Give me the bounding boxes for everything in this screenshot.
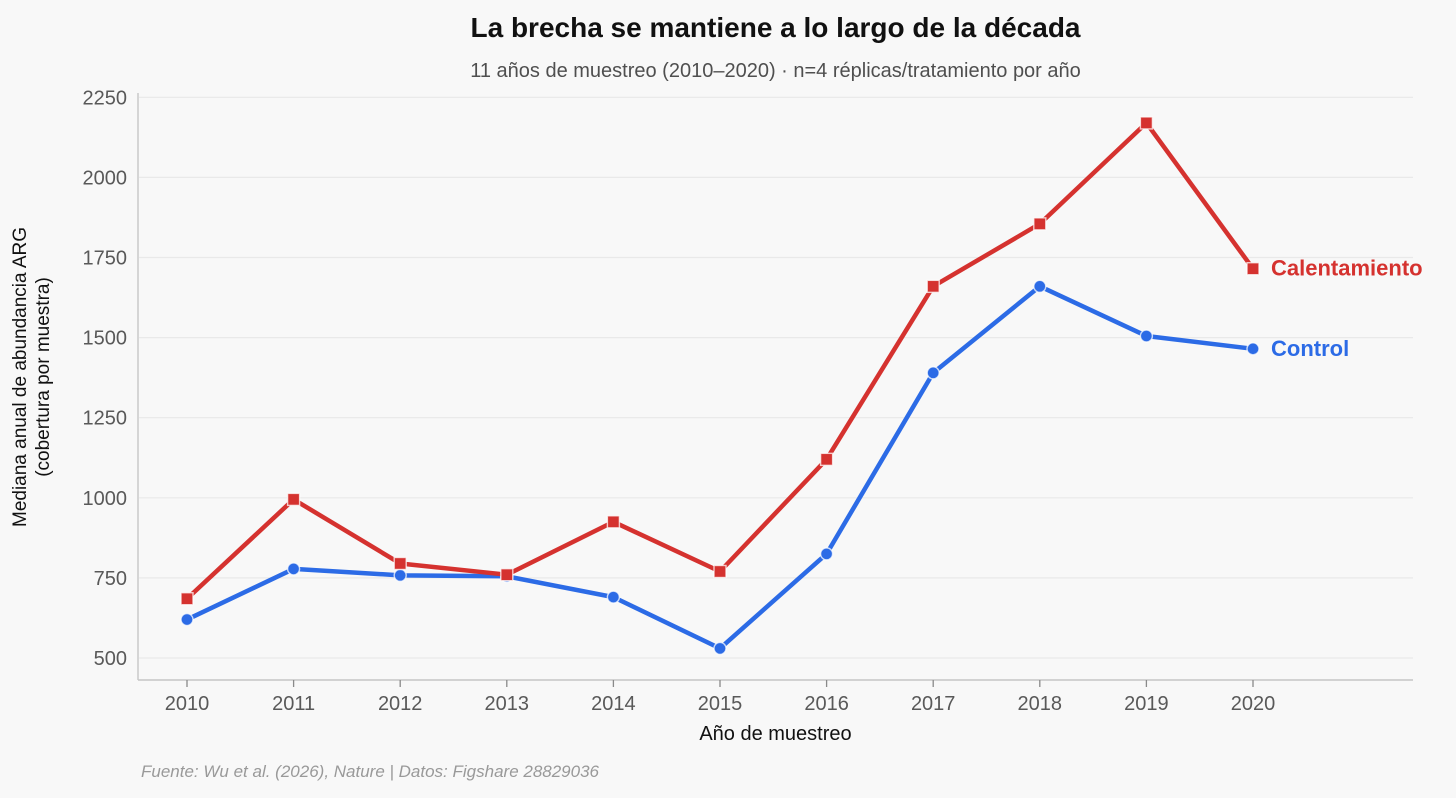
data-point-control-2018 [1033, 279, 1047, 294]
data-point-control-2019 [1139, 329, 1154, 343]
x-tick-label: 2020 [1231, 693, 1276, 715]
y-tick-label: 1500 [83, 328, 128, 350]
data-point-calentamiento-2011 [286, 492, 301, 507]
data-point-control-2017 [926, 366, 940, 380]
data-point-calentamiento-2016 [819, 452, 834, 467]
data-point-calentamiento-2020 [1246, 262, 1260, 276]
x-tick-label: 2019 [1124, 693, 1169, 715]
data-point-control-2011 [286, 562, 301, 576]
data-point-calentamiento-2014 [606, 515, 621, 529]
y-tick-label: 2250 [83, 87, 128, 109]
series-label-control: Control [1271, 336, 1349, 361]
y-axis-label-line1: Mediana anual de abundancia ARG [10, 226, 31, 528]
data-point-calentamiento-2015 [713, 564, 727, 579]
data-point-control-2016 [819, 547, 834, 561]
data-point-calentamiento-2017 [926, 279, 940, 294]
data-point-control-2010 [180, 612, 194, 627]
data-point-control-2014 [606, 590, 621, 604]
y-tick-label: 500 [94, 648, 127, 670]
data-point-control-2012 [393, 568, 407, 583]
x-tick-label: 2011 [272, 693, 315, 715]
chart-title: La brecha se mantiene a lo largo de la d… [470, 12, 1081, 43]
data-point-calentamiento-2018 [1033, 217, 1047, 231]
series-line-calentamiento [184, 120, 1256, 601]
data-point-calentamiento-2019 [1139, 116, 1154, 130]
y-tick-label: 1750 [83, 248, 128, 270]
series-line-control [184, 284, 1256, 651]
x-tick-label: 2015 [698, 693, 743, 715]
data-point-calentamiento-2012 [393, 556, 407, 571]
y-tick-label: 1000 [83, 488, 128, 510]
x-tick-label: 2013 [485, 693, 530, 715]
series-label-calentamiento: Calentamiento [1271, 256, 1423, 281]
source-note: Fuente: Wu et al. (2026), Nature | Datos… [141, 762, 600, 781]
data-point-calentamiento-2013 [500, 567, 514, 582]
x-tick-label: 2016 [804, 693, 849, 715]
x-tick-label: 2012 [378, 693, 423, 715]
x-tick-label: 2014 [591, 693, 636, 715]
x-tick-label: 2010 [165, 693, 210, 715]
y-axis-label: Mediana anual de abundancia ARG (cobertu… [9, 227, 55, 527]
data-point-calentamiento-2010 [180, 592, 194, 606]
data-point-control-2020 [1246, 342, 1260, 356]
x-tick-label: 2017 [911, 693, 956, 715]
y-tick-label: 750 [94, 568, 127, 590]
data-point-control-2015 [713, 641, 727, 656]
y-axis-label-line2: (cobertura por muestra) [33, 277, 54, 477]
y-tick-label: 2000 [83, 167, 128, 189]
x-axis-label: Año de muestreo [699, 723, 852, 745]
x-tick-label: 2018 [1018, 693, 1063, 715]
y-tick-label: 1250 [83, 408, 128, 430]
chart-subtitle: 11 años de muestreo (2010–2020) · n=4 ré… [470, 60, 1081, 82]
